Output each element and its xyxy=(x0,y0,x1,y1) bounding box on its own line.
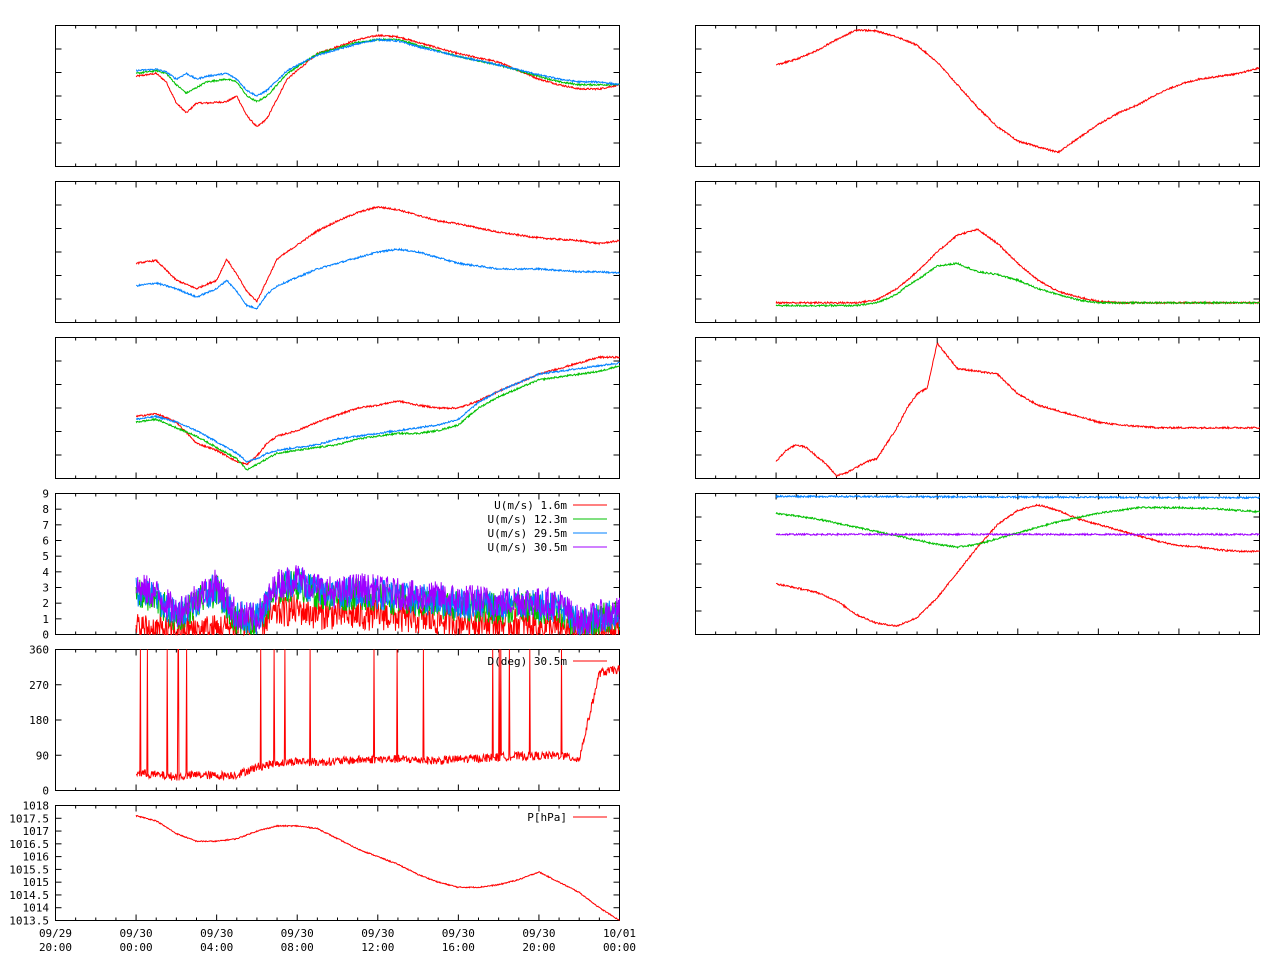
y-tick-label: 8 xyxy=(42,503,49,516)
legend-label: U(m/s) 1.6m xyxy=(494,499,567,512)
panel-right-3 xyxy=(695,337,1260,479)
x-tick-label-time: 04:00 xyxy=(200,941,233,954)
y-tick-label: 4 xyxy=(42,566,49,579)
panel-left-3 xyxy=(55,337,620,479)
legend-label: U(m/s) 12.3m xyxy=(488,513,568,526)
series-line-purple xyxy=(135,565,620,635)
y-tick-label: 9 xyxy=(42,488,49,501)
series-line-blue xyxy=(136,361,620,463)
y-tick-label: 1016.5 xyxy=(9,838,49,851)
x-tick-label-time: 08:00 xyxy=(281,941,314,954)
y-tick-label: 1013.5 xyxy=(9,915,49,928)
legend-label: P[hPa] xyxy=(527,811,567,824)
y-tick-label: 0 xyxy=(42,629,49,642)
series-line-red xyxy=(775,342,1260,477)
y-tick-label: 1018 xyxy=(23,800,50,813)
series-line-red xyxy=(775,503,1260,627)
panel-frame xyxy=(695,25,1260,167)
series-line-red xyxy=(135,33,620,127)
y-tick-label: 7 xyxy=(42,519,49,532)
series-line-blue xyxy=(136,37,620,97)
x-tick-label-date: 09/30 xyxy=(361,927,394,940)
panel-left-1 xyxy=(55,25,620,167)
x-tick-label-time: 12:00 xyxy=(361,941,394,954)
x-tick-label-time: 00:00 xyxy=(120,941,153,954)
panel-right-1 xyxy=(695,25,1260,167)
y-tick-label: 2 xyxy=(42,597,49,610)
y-tick-label: 1 xyxy=(42,613,49,626)
series-line-red xyxy=(775,28,1260,154)
series-line-blue xyxy=(775,494,1260,501)
x-tick-label-date: 10/01 xyxy=(603,927,636,940)
x-tick-label-time: 20:00 xyxy=(39,941,72,954)
panel-left-6-pressure: 1013.510141014.510151015.510161016.51017… xyxy=(9,800,620,928)
series-line-green xyxy=(135,364,620,471)
panel-frame xyxy=(55,337,620,479)
y-tick-label: 180 xyxy=(29,714,49,727)
series-line-red xyxy=(136,649,620,782)
series-line-red xyxy=(135,594,620,637)
panel-frame xyxy=(695,181,1260,323)
y-tick-label: 90 xyxy=(36,749,49,762)
x-tick-label-date: 09/30 xyxy=(200,927,233,940)
y-tick-label: 1016 xyxy=(23,851,50,864)
y-tick-label: 1015.5 xyxy=(9,863,49,876)
series-line-red xyxy=(135,815,620,921)
panel-left-2 xyxy=(55,181,620,323)
y-tick-label: 360 xyxy=(29,644,49,657)
y-tick-label: 270 xyxy=(29,679,49,692)
y-tick-label: 5 xyxy=(42,550,49,563)
x-tick-label-time: 16:00 xyxy=(442,941,475,954)
y-tick-label: 1014 xyxy=(23,902,50,915)
x-tick-label-time: 00:00 xyxy=(603,941,636,954)
series-line-red xyxy=(775,228,1260,305)
panel-frame xyxy=(695,337,1260,479)
series-line-red xyxy=(135,205,620,303)
y-tick-label: 6 xyxy=(42,535,49,548)
legend-label: D(deg) 30.5m xyxy=(488,655,568,668)
series-line-blue xyxy=(136,247,620,310)
panel-right-4 xyxy=(695,493,1260,635)
series-line-green xyxy=(775,261,1260,308)
y-tick-label: 1015 xyxy=(23,876,50,889)
y-tick-label: 1017.5 xyxy=(9,812,49,825)
y-tick-label: 1014.5 xyxy=(9,889,49,902)
panel-frame xyxy=(695,493,1260,635)
x-tick-label-date: 09/30 xyxy=(442,927,475,940)
y-tick-label: 1017 xyxy=(23,825,50,838)
x-tick-label-date: 09/30 xyxy=(522,927,555,940)
series-line-purple xyxy=(775,532,1260,537)
x-tick-label-time: 20:00 xyxy=(522,941,555,954)
panel-right-2 xyxy=(695,181,1260,323)
series-line-green xyxy=(775,505,1260,549)
legend-label: U(m/s) 30.5m xyxy=(488,541,568,554)
legend-label: U(m/s) 29.5m xyxy=(488,527,568,540)
y-tick-label: 0 xyxy=(42,785,49,798)
panel-left-5-wind-direction: 0 90 180 270 360 D(deg) 30.5m xyxy=(29,644,620,798)
y-tick-label: 3 xyxy=(42,582,49,595)
x-tick-label-date: 09/30 xyxy=(120,927,153,940)
series-line-green xyxy=(135,37,620,103)
x-tick-label-date: 09/29 xyxy=(39,927,72,940)
x-tick-label-date: 09/30 xyxy=(281,927,314,940)
panel-frame xyxy=(55,181,620,323)
